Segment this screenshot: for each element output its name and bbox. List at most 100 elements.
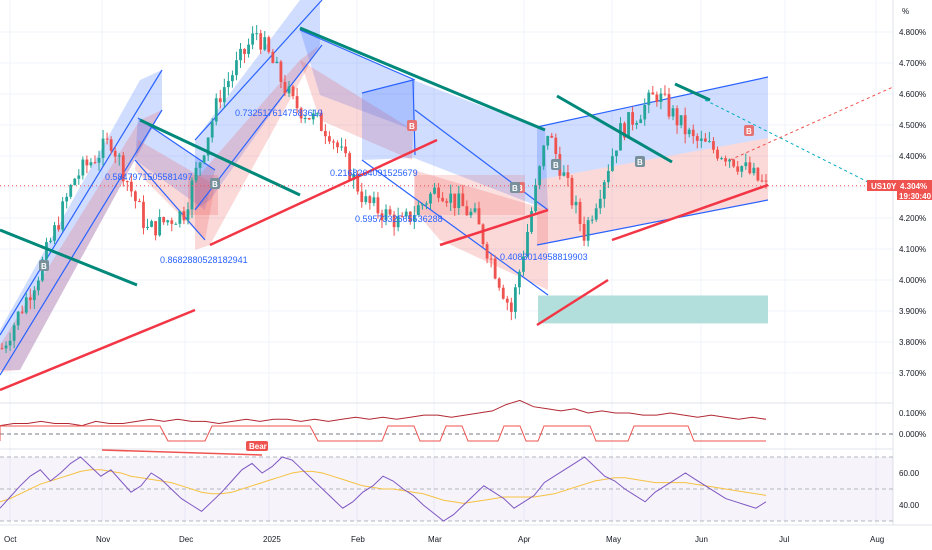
channel-boundary <box>536 76 769 128</box>
candle-body <box>699 138 703 141</box>
candle-body <box>703 138 707 142</box>
candle-body <box>421 204 424 206</box>
rsi-ma-line <box>0 469 767 504</box>
fib-annotation: 0.5847971505581497 <box>105 172 193 182</box>
candle-body <box>218 98 222 103</box>
candle-body <box>142 201 145 228</box>
candle-body <box>174 223 178 225</box>
candle-body <box>465 206 469 216</box>
x-tick-label: Aug <box>870 535 884 544</box>
price-axis[interactable]: 4.800%4.700%4.600%4.500%4.400%4.300%4.20… <box>899 28 926 510</box>
candle-body <box>457 193 461 209</box>
trend-line <box>556 94 673 164</box>
y-tick-label: 4.700% <box>899 59 926 68</box>
signal-badge-text: B <box>512 184 518 193</box>
box-region <box>415 175 525 215</box>
candle-body <box>255 33 259 35</box>
last-price-label: 4.304% <box>900 182 927 191</box>
candle-body <box>720 158 723 160</box>
support-zone <box>538 295 768 324</box>
candle-body <box>748 162 752 174</box>
channel-boundary <box>536 199 769 246</box>
x-tick-label: Jun <box>695 535 708 544</box>
x-tick-label: Oct <box>4 535 17 544</box>
candle-body <box>150 221 153 227</box>
unit-label: % <box>902 7 909 16</box>
candle-body <box>643 105 647 120</box>
candle-body <box>408 211 412 222</box>
candle-body <box>546 135 550 146</box>
signal-badge <box>510 182 520 193</box>
trend-line <box>674 82 711 102</box>
candle-body <box>49 240 52 242</box>
candle-body <box>113 150 117 157</box>
fib-annotation: 0.2168264091525679 <box>330 168 418 178</box>
signal-badge-text: B <box>746 127 752 136</box>
candle-body <box>764 180 768 182</box>
candle-body <box>315 113 319 115</box>
price-badge[interactable]: US10Y 4.304% 19:30:40 <box>867 180 932 201</box>
support-line <box>439 208 549 247</box>
trend-line <box>299 26 546 132</box>
candle-body <box>635 122 639 125</box>
symbol-label: US10Y <box>871 182 897 191</box>
candle-body <box>425 203 428 205</box>
candle-body <box>598 198 602 209</box>
candle-body <box>570 177 574 206</box>
candle-body <box>615 150 618 157</box>
candle-body <box>259 33 263 50</box>
candle-body <box>109 139 113 151</box>
candle-body <box>85 159 89 166</box>
candle-body <box>497 278 501 288</box>
indicator-line <box>0 399 767 427</box>
candle-body <box>336 142 339 148</box>
channel-region <box>300 30 415 130</box>
channel-boundary <box>414 109 549 211</box>
x-tick-label: Mar <box>428 535 442 544</box>
divergence-line <box>101 449 263 456</box>
candle-body <box>493 258 497 279</box>
candle-body <box>679 115 683 126</box>
channel-region <box>537 77 768 180</box>
support-line <box>536 278 609 327</box>
candle-body <box>360 191 364 202</box>
candle-body <box>267 37 271 52</box>
ind-tick-label: 0.000% <box>899 430 926 439</box>
candle-body <box>247 44 250 54</box>
x-tick-label: Feb <box>351 535 365 544</box>
candle-body <box>554 137 558 154</box>
candle-body <box>235 60 238 76</box>
channel-boundary <box>361 79 414 94</box>
candle-body <box>619 123 622 151</box>
candle-body <box>117 155 121 157</box>
candle-body <box>566 172 570 178</box>
candle-body <box>4 345 8 349</box>
candle-body <box>28 297 32 301</box>
signal-badge-text: B <box>212 180 218 189</box>
candle-body <box>295 96 299 109</box>
channel-boundary <box>0 69 163 336</box>
candle-body <box>752 167 756 174</box>
signal-badge <box>551 159 561 170</box>
candle-body <box>489 258 493 260</box>
y-tick-label: 4.400% <box>899 152 926 161</box>
candle-body <box>445 201 449 203</box>
candle-body <box>691 129 695 137</box>
candle-body <box>97 157 101 163</box>
candle-body <box>538 166 542 186</box>
time-axis[interactable]: Oct Nov Dec 2025 Feb Mar Apr May Jun Jul Aug <box>4 535 884 544</box>
y-tick-label: 4.000% <box>899 276 926 285</box>
candle-body <box>125 181 129 183</box>
candle-body <box>574 201 578 206</box>
candle-body <box>158 217 162 236</box>
candle-body <box>416 205 420 216</box>
candle-body <box>469 211 473 216</box>
y-tick-label: 3.700% <box>899 369 926 378</box>
candle-body <box>36 280 40 291</box>
candle-body <box>352 173 356 180</box>
projection-line <box>704 99 871 184</box>
candle-body <box>138 201 141 203</box>
signal-badge-text: B <box>409 122 415 131</box>
candle-body <box>481 224 485 245</box>
candle-body <box>667 94 671 117</box>
